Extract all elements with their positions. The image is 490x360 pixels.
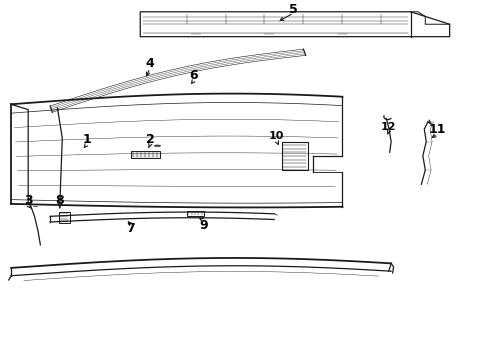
Bar (130, 150, 160, 158)
Bar (59, 212, 70, 223)
Bar (282, 141, 308, 170)
Text: 11: 11 (429, 123, 446, 136)
Text: 6: 6 (190, 69, 198, 82)
Ellipse shape (154, 145, 160, 147)
Text: 10: 10 (269, 131, 284, 141)
Text: 7: 7 (126, 222, 135, 235)
Text: 12: 12 (381, 122, 396, 132)
Text: 8: 8 (55, 194, 64, 207)
Text: 9: 9 (199, 219, 208, 232)
Text: 5: 5 (290, 3, 298, 16)
Text: 2: 2 (146, 133, 154, 147)
Text: 3: 3 (24, 194, 32, 207)
Text: 1: 1 (82, 133, 91, 147)
Text: 4: 4 (146, 57, 154, 70)
Bar (187, 211, 203, 216)
Polygon shape (140, 12, 450, 37)
